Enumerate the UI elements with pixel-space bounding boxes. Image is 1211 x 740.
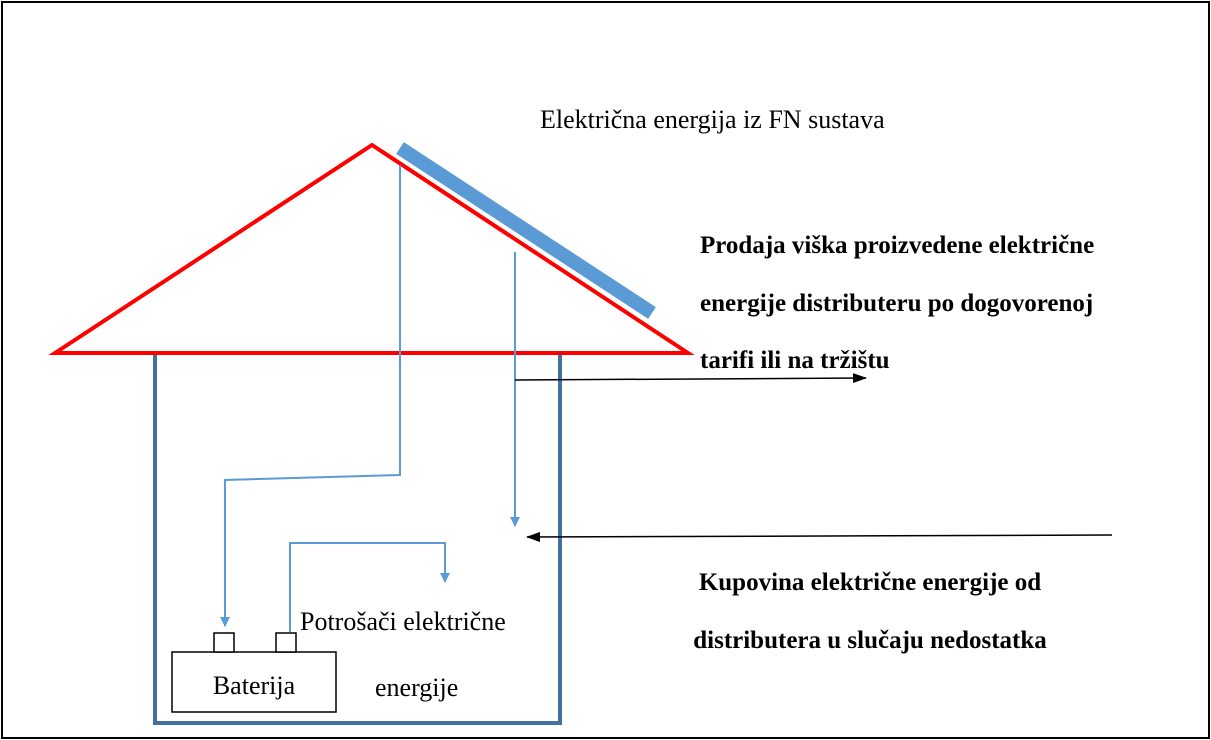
buy-label: Kupovina električne energije od: [699, 569, 1041, 596]
buy-label: distributera u slučaju nedostatka: [693, 627, 1047, 654]
sell-label: tarifi ili na tržištu: [700, 347, 890, 374]
roof: [55, 145, 688, 353]
sell-label: energije distributeru po dogovorenoj: [700, 290, 1093, 317]
battery-label: Baterija: [213, 671, 296, 700]
solar-panel: [400, 148, 652, 313]
consumers-label: energije: [375, 673, 458, 702]
diagram: Električna energija iz FN sustava Prodaj…: [0, 0, 1211, 740]
flow-to-battery: [225, 165, 400, 626]
consumers-label: Potrošači električne: [300, 607, 506, 636]
title: Električna energija iz FN sustava: [540, 105, 885, 134]
sell-arrow: [515, 378, 866, 380]
battery-terminal: [214, 633, 234, 652]
buy-arrow: [527, 535, 1112, 537]
sell-label: Prodaja viška proizvedene električne: [700, 232, 1094, 259]
battery-terminal: [276, 633, 296, 652]
